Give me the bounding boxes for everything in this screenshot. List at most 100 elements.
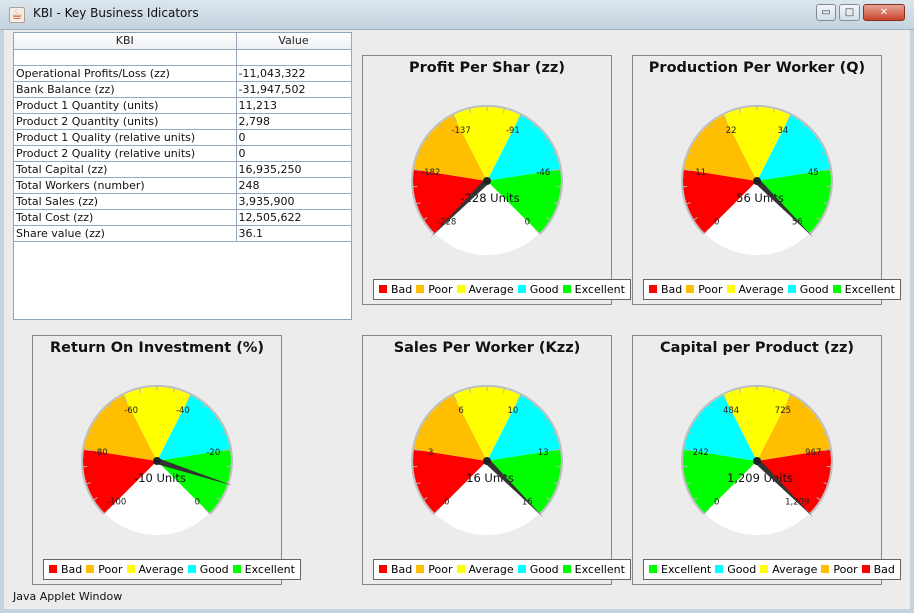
legend-label: Average xyxy=(468,563,514,576)
minimize-button[interactable]: ▭ xyxy=(816,4,836,21)
kbi-name-cell[interactable]: Total Sales (zz) xyxy=(14,193,237,210)
dial-tick xyxy=(816,497,822,501)
legend-item: Bad xyxy=(861,560,895,579)
table-row[interactable]: Total Capital (zz) 16,935,250 xyxy=(14,161,352,178)
kbi-value-cell[interactable]: -31,947,502 xyxy=(236,81,352,98)
dial-tick xyxy=(553,202,559,205)
tick-label: -100 xyxy=(107,497,126,507)
dial-tick xyxy=(87,431,93,435)
legend-swatch xyxy=(379,565,387,573)
kbi-name-cell[interactable]: Total Capital (zz) xyxy=(14,161,237,178)
java-cup-icon[interactable]: ☕ xyxy=(9,7,25,23)
legend-item: Average xyxy=(760,560,817,579)
kbi-name-cell[interactable]: Product 2 Quantity (units) xyxy=(14,113,237,130)
dial-tick xyxy=(82,448,91,451)
kbi-value-cell[interactable]: 248 xyxy=(236,177,352,194)
legend-label: Poor xyxy=(833,563,858,576)
dial-tick xyxy=(696,416,701,421)
dial-tick xyxy=(821,431,827,435)
legend-swatch xyxy=(517,565,526,573)
column-header-value[interactable]: Value xyxy=(236,33,352,50)
legend-item: Poor xyxy=(821,560,858,579)
kbi-name-cell[interactable]: Total Cost (zz) xyxy=(14,209,237,226)
kbi-value-cell[interactable]: 3,935,900 xyxy=(236,193,352,210)
gauge-segment-average xyxy=(723,387,791,461)
kbi-value-cell[interactable]: 11,213 xyxy=(236,97,352,114)
legend-label: Excellent xyxy=(244,563,295,576)
legend-label: Average xyxy=(772,563,818,576)
table-row[interactable]: Product 2 Quality (relative units) 0 xyxy=(14,145,352,162)
legend-label: Good xyxy=(199,563,229,576)
column-header-kbi[interactable]: KBI xyxy=(14,33,237,50)
dial-tick xyxy=(553,482,559,485)
table-cell[interactable] xyxy=(14,49,237,66)
tick-label: 10 xyxy=(507,406,518,416)
dial-tick xyxy=(546,217,552,221)
kbi-name-cell[interactable]: Operational Profits/Loss (zz) xyxy=(14,65,237,82)
table-row[interactable]: Bank Balance (zz) -31,947,502 xyxy=(14,81,352,98)
kbi-value-cell[interactable]: 16,935,250 xyxy=(236,161,352,178)
legend-label: Bad xyxy=(661,283,683,296)
dial-tick xyxy=(532,403,537,409)
kbi-name-cell[interactable]: Share value (zz) xyxy=(14,225,237,242)
dial-tick xyxy=(417,151,423,155)
table-row[interactable]: Total Sales (zz) 3,935,900 xyxy=(14,193,352,210)
legend-item: Excellent xyxy=(649,560,711,579)
table-row[interactable]: Share value (zz) 36.1 xyxy=(14,225,352,242)
table-row[interactable]: Total Workers (number) 248 xyxy=(14,177,352,194)
table-row-blank[interactable] xyxy=(14,49,352,66)
kbi-value-cell[interactable]: 0 xyxy=(236,129,352,146)
tick-label: 0 xyxy=(525,217,530,227)
gauge-legend: Bad Poor Average Good Excellent xyxy=(43,559,301,580)
kbi-value-cell[interactable]: 0 xyxy=(236,145,352,162)
gauge-segment-good xyxy=(157,395,231,461)
gauge-segment-bad xyxy=(412,169,487,234)
kbi-name-cell[interactable]: Product 1 Quantity (units) xyxy=(14,97,237,114)
kbi-value-cell[interactable]: 2,798 xyxy=(236,113,352,130)
dial-tick xyxy=(813,416,818,421)
dial-tick xyxy=(221,431,227,435)
legend-label: Poor xyxy=(428,563,453,576)
table-row[interactable]: Product 1 Quality (relative units) 0 xyxy=(14,129,352,146)
dial-tick xyxy=(422,497,428,501)
kbi-name-cell[interactable]: Bank Balance (zz) xyxy=(14,81,237,98)
table-cell[interactable] xyxy=(236,49,352,66)
dial-tick xyxy=(551,431,557,435)
dial-tick xyxy=(107,403,112,409)
legend-swatch xyxy=(861,565,870,573)
gauge-hub xyxy=(753,177,761,185)
maximize-button[interactable]: □ xyxy=(839,4,860,21)
legend-item: Bad xyxy=(379,280,412,299)
table-row[interactable]: Operational Profits/Loss (zz) -11,043,322 xyxy=(14,65,352,82)
table-row[interactable]: Total Cost (zz) 12,505,622 xyxy=(14,209,352,226)
dial-tick xyxy=(687,151,693,155)
gauge-reading: -10 Units xyxy=(134,471,186,485)
table-row[interactable]: Product 2 Quantity (units) 2,798 xyxy=(14,113,352,130)
dial-tick xyxy=(433,508,440,515)
gauge-dial: -228-182-137-91-460-228 Units xyxy=(411,105,563,255)
gauge-segment-poor xyxy=(757,395,831,461)
legend-item: Average xyxy=(126,560,184,579)
gauge-legend: Bad Poor Average Good Excellent xyxy=(643,279,901,300)
kbi-name-cell[interactable]: Product 1 Quality (relative units) xyxy=(14,129,237,146)
dial-tick xyxy=(823,168,832,171)
table-row[interactable]: Product 1 Quantity (units) 11,213 xyxy=(14,97,352,114)
tick-label: 725 xyxy=(775,406,791,416)
dial-tick xyxy=(415,482,421,485)
legend-label: Good xyxy=(529,283,559,296)
kbi-value-cell[interactable]: 36.1 xyxy=(236,225,352,242)
gauge-title: Profit Per Shar (zz) xyxy=(408,60,565,76)
gauge-segment-average xyxy=(453,107,521,181)
kbi-value-cell[interactable]: 12,505,622 xyxy=(236,209,352,226)
gauge-panel: Sales Per Worker (Kzz)03610131616 UnitsB… xyxy=(362,335,631,585)
legend-swatch xyxy=(86,565,95,573)
kbi-name-cell[interactable]: Product 2 Quality (relative units) xyxy=(14,145,237,162)
close-button[interactable]: ✕ xyxy=(863,4,905,21)
kbi-value-cell[interactable]: -11,043,322 xyxy=(236,65,352,82)
dial-tick xyxy=(685,202,691,205)
legend-label: Average xyxy=(738,283,784,296)
dial-tick xyxy=(96,416,101,421)
title-bar[interactable]: ☕ KBI - Key Business Idicators ▭ □ ✕ xyxy=(0,0,914,30)
kbi-name-cell[interactable]: Total Workers (number) xyxy=(14,177,237,194)
kbi-table[interactable]: KBI Value Operational Profits/Loss (zz) -… xyxy=(13,32,352,320)
